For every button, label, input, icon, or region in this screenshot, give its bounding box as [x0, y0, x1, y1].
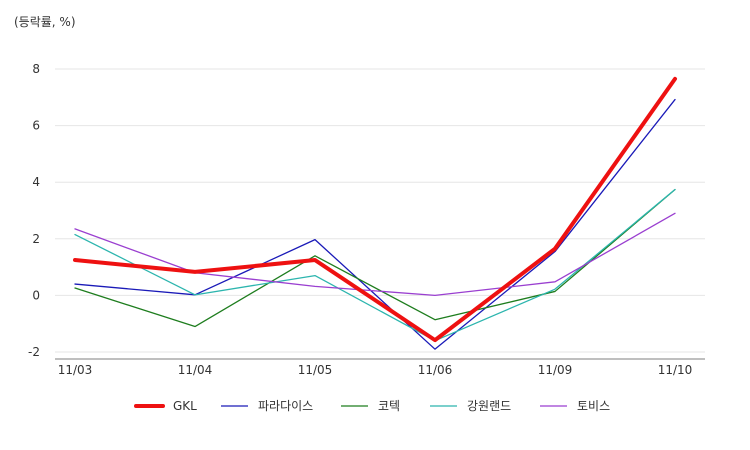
x-axis: 11/03 11/04 11/05 11/06 11/09 11/10: [55, 358, 705, 377]
legend: GKL 파라다이스 코텍 강원랜드 토비스: [134, 399, 610, 413]
y-unit-label: (등락률, %): [14, 15, 76, 29]
y-tick-label: 4: [32, 175, 40, 189]
series-line-코텍: [74, 188, 676, 328]
legend-label: 강원랜드: [467, 399, 511, 413]
y-tick-label: -2: [28, 345, 40, 359]
series-line-토비스: [74, 212, 676, 297]
legend-label: GKL: [173, 399, 197, 413]
x-tick-label: 11/06: [418, 363, 453, 377]
series-line-GKL: [73, 76, 677, 343]
series-lines: [73, 76, 677, 350]
legend-label: 코텍: [378, 399, 400, 413]
legend-label: 토비스: [577, 399, 610, 413]
x-tick-label: 11/04: [178, 363, 213, 377]
y-tick-label: 8: [32, 62, 40, 76]
y-tick-label: 6: [32, 119, 40, 133]
legend-label: 파라다이스: [258, 399, 313, 413]
x-tick-label: 11/05: [298, 363, 333, 377]
x-tick-label: 11/09: [538, 363, 573, 377]
series-line-파라다이스: [74, 98, 676, 350]
y-tick-label: 0: [32, 288, 40, 302]
series-line-강원랜드: [74, 188, 676, 342]
grid: [55, 68, 705, 353]
y-axis-ticks: -2 0 2 4 6 8: [28, 62, 40, 359]
x-tick-label: 11/10: [658, 363, 693, 377]
y-tick-label: 2: [32, 232, 40, 246]
x-tick-label: 11/03: [58, 363, 93, 377]
